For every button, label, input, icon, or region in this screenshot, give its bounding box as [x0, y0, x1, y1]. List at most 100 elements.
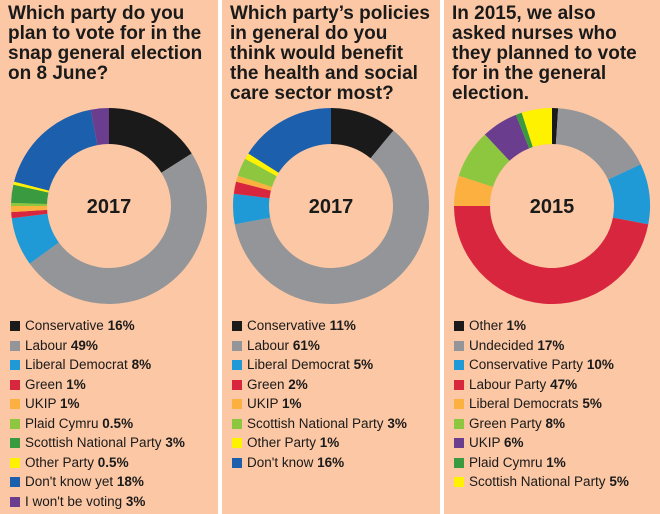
legend-value: 1%: [546, 454, 566, 470]
legend-label: Conservative: [25, 318, 104, 333]
donut-slice: [11, 213, 59, 264]
donut-slice: [552, 108, 559, 145]
legend-value: 47%: [550, 376, 578, 392]
legend-label: Plaid Cymru: [469, 454, 543, 470]
donut-slice: [515, 112, 533, 149]
legend-item: Green 1%: [10, 375, 185, 395]
donut-slice: [331, 108, 394, 159]
donut-slice: [458, 134, 510, 187]
legend-swatch: [10, 477, 20, 487]
legend-item: UKIP 1%: [232, 394, 407, 414]
legend-value: 3%: [165, 435, 185, 450]
legend-label: Undecided: [469, 337, 534, 353]
legend-swatch: [454, 321, 464, 331]
legend: Conservative 16% Labour 49% Liberal Democr…: [10, 316, 185, 511]
legend-swatch: [454, 399, 464, 409]
donut-slice: [521, 108, 552, 148]
chart-panel: In 2015, we also asked nurses who they p…: [444, 0, 660, 514]
legend-swatch: [10, 360, 20, 370]
legend-value: 8%: [131, 357, 152, 372]
donut-slice: [454, 175, 494, 206]
legend-item: Plaid Cymru 1%: [454, 453, 629, 473]
legend-item: I won't be voting 3%: [10, 492, 185, 512]
legend-label: Labour: [25, 337, 68, 353]
donut-slice: [233, 193, 271, 225]
legend-item: Other Party 0.5%: [10, 453, 185, 473]
legend-label: Conservative: [247, 318, 326, 333]
legend-item: Green 2%: [232, 375, 407, 395]
legend-label: UKIP: [25, 396, 57, 411]
legend: Other 1% Undecided 17% Conservative Party …: [454, 316, 629, 492]
legend-item: Green Party 8%: [454, 414, 629, 434]
legend-item: Labour 49%: [10, 336, 185, 356]
chart-title: In 2015, we also asked nurses who they p…: [452, 3, 637, 104]
legend-swatch: [232, 457, 242, 468]
donut-slice: [11, 202, 48, 206]
legend-value: 1%: [506, 318, 527, 333]
legend-label: Scottish National Party: [469, 474, 606, 489]
legend-swatch: [10, 457, 20, 468]
legend-item: Labour 61%: [232, 336, 407, 356]
legend-value: 3%: [387, 415, 407, 431]
legend-swatch: [10, 496, 20, 507]
donut-slice: [29, 153, 207, 304]
donut-slice: [13, 181, 49, 193]
chart-title: Which party’s policies in general do you…: [230, 3, 430, 104]
legend-swatch: [232, 418, 242, 429]
legend-item: UKIP 6%: [454, 433, 629, 453]
legend-label: UKIP: [469, 435, 501, 450]
donut-slice: [11, 209, 48, 219]
legend-swatch: [454, 379, 464, 390]
legend-item: Scottish National Party 5%: [454, 472, 629, 492]
donut-slice: [454, 206, 649, 304]
legend-label: Conservative Party: [469, 357, 584, 372]
legend-label: Green: [25, 376, 63, 392]
legend-value: 3%: [125, 493, 146, 509]
legend-value: 1%: [319, 435, 340, 450]
center-label: 2015: [530, 196, 575, 218]
donut-slice: [484, 114, 530, 161]
legend-value: 49%: [70, 337, 98, 353]
legend-swatch: [454, 340, 464, 351]
legend-value: 18%: [116, 474, 144, 489]
legend-swatch: [232, 321, 242, 331]
legend-swatch: [454, 477, 464, 487]
donut-slice: [555, 108, 641, 180]
legend-value: 10%: [586, 357, 614, 372]
legend-swatch: [10, 418, 20, 429]
legend-value: 6%: [504, 435, 524, 450]
legend-item: Liberal Democrat 5%: [232, 355, 407, 375]
legend-label: Labour: [247, 337, 290, 353]
legend-swatch: [454, 457, 464, 468]
chart-panel: Which party do you plan to vote for in t…: [0, 0, 218, 514]
legend-item: Other 1%: [454, 316, 629, 336]
donut-slice: [233, 181, 271, 199]
center-label: 2017: [87, 196, 132, 218]
legend-swatch: [232, 340, 242, 351]
legend-label: Other Party: [25, 454, 95, 470]
legend-value: 0.5%: [97, 454, 129, 470]
legend-label: Liberal Democrat: [247, 357, 350, 372]
legend-value: 1%: [66, 376, 86, 392]
donut-chart: 2017: [233, 108, 429, 304]
legend-item: Liberal Democrats 5%: [454, 394, 629, 414]
legend-value: 0.5%: [102, 415, 134, 431]
legend-swatch: [232, 399, 242, 409]
donut-slice: [14, 109, 98, 191]
legend-label: Labour Party: [469, 376, 547, 392]
legend-swatch: [10, 321, 20, 331]
chart-panel: Which party’s policies in general do you…: [222, 0, 440, 514]
legend-item: Plaid Cymru 0.5%: [10, 414, 185, 434]
center-label: 2017: [309, 196, 354, 218]
donut-chart: 2017: [11, 108, 207, 304]
legend-value: 61%: [292, 337, 320, 353]
legend-value: 16%: [107, 318, 135, 333]
legend-swatch: [454, 418, 464, 429]
legend-swatch: [232, 438, 242, 448]
legend-label: UKIP: [247, 396, 279, 411]
legend-item: Conservative 16%: [10, 316, 185, 336]
legend-label: Liberal Democrats: [469, 396, 579, 411]
donut-slice: [234, 130, 429, 304]
donut-slice: [248, 108, 331, 173]
